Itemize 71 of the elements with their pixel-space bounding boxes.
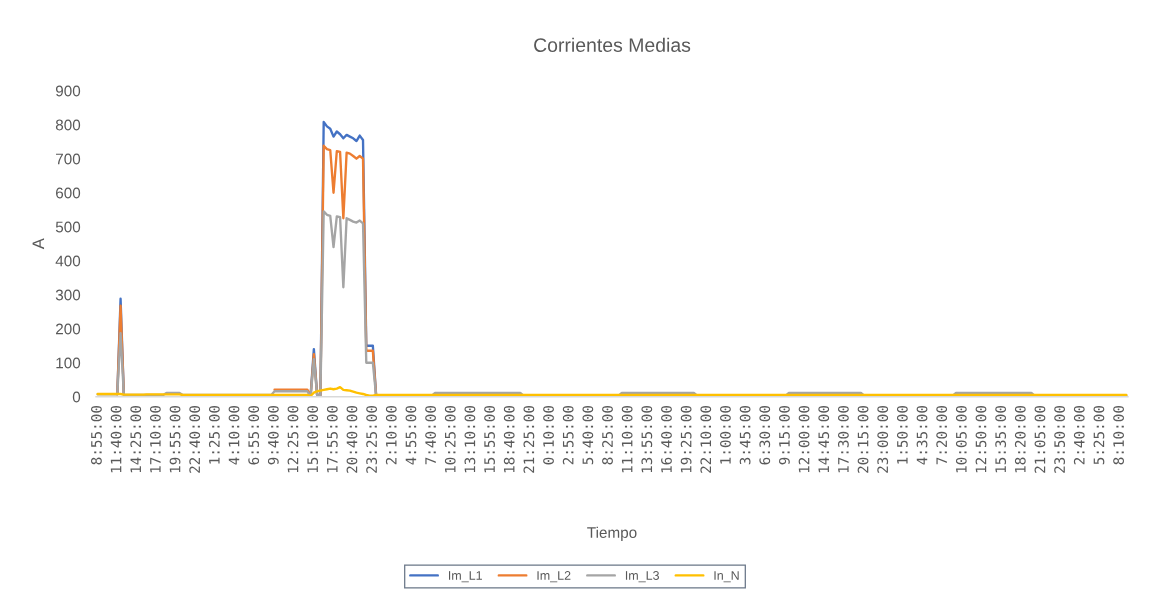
x-tick-label: 11:40:00 xyxy=(110,405,122,473)
y-tick-label: 700 xyxy=(56,153,81,165)
x-tick-label: 7:40:00 xyxy=(425,405,436,465)
x-tick-label: 18:40:00 xyxy=(503,405,515,473)
x-tick-label: 15:35:00 xyxy=(995,405,1007,473)
x-tick-label: 17:10:00 xyxy=(149,405,161,473)
x-tick-label: 4:35:00 xyxy=(916,405,928,465)
x-tick-label: 17:55:00 xyxy=(326,405,338,473)
x-tick-label: 4:55:00 xyxy=(405,405,417,465)
x-tick-label: 6:55:00 xyxy=(248,405,260,465)
x-tick-label: 22:40:00 xyxy=(189,405,201,473)
x-tick-label: 13:10:00 xyxy=(464,405,476,473)
x-tick-label: 18:20:00 xyxy=(1014,405,1026,473)
legend-label: Im_L2 xyxy=(537,571,571,583)
x-tick-label: 11:10:00 xyxy=(621,405,633,473)
x-tick-label: 8:10:00 xyxy=(1113,405,1124,465)
x-tick-label: 7:20:00 xyxy=(936,405,948,465)
x-tick-label: 5:40:00 xyxy=(582,405,594,465)
x-tick-label: 15:10:00 xyxy=(307,405,319,473)
line-series xyxy=(96,386,1128,397)
x-tick-label: 4:10:00 xyxy=(228,405,240,465)
x-tick-label: 23:00:00 xyxy=(877,405,889,473)
x-tick-label: 13:55:00 xyxy=(641,405,653,473)
x-tick-label: 21:25:00 xyxy=(523,405,535,473)
x-tick-label: 15:55:00 xyxy=(484,405,495,473)
y-axis-title: A xyxy=(32,238,45,250)
x-tick-label: 20:40:00 xyxy=(346,405,358,473)
y-tick-label: 900 xyxy=(55,85,81,97)
x-tick-label: 12:00:00 xyxy=(798,405,810,473)
y-tick-label: 600 xyxy=(56,187,81,199)
x-tick-label: 0:10:00 xyxy=(543,405,554,465)
x-tick-label: 1:50:00 xyxy=(896,405,908,464)
y-tick-label: 800 xyxy=(55,119,81,131)
x-tick-label: 19:55:00 xyxy=(169,405,181,473)
x-tick-label: 9:15:00 xyxy=(779,405,790,465)
y-tick-label: 500 xyxy=(55,221,81,233)
x-tick-label: 22:10:00 xyxy=(700,405,712,473)
x-tick-label: 12:50:00 xyxy=(975,405,987,473)
y-tick-label: 200 xyxy=(56,323,81,335)
x-tick-label: 14:45:00 xyxy=(818,405,830,473)
x-tick-label: 21:05:00 xyxy=(1034,405,1046,473)
legend-label: Im_L3 xyxy=(625,571,659,583)
y-tick-label: 100 xyxy=(56,357,81,369)
x-tick-label: 10:25:00 xyxy=(444,405,456,473)
x-tick-label: 8:25:00 xyxy=(602,405,613,465)
x-tick-label: 1:00:00 xyxy=(720,405,731,464)
x-tick-label: 1:25:00 xyxy=(208,405,220,464)
x-tick-label: 14:25:00 xyxy=(130,405,142,473)
x-tick-label: 12:25:00 xyxy=(287,405,299,473)
legend-label: In_N xyxy=(714,571,739,583)
x-tick-label: 8:55:00 xyxy=(91,405,102,465)
x-tick-label: 5:25:00 xyxy=(1093,405,1105,465)
x-axis-title: Tiempo xyxy=(587,526,637,541)
y-tick-label: 400 xyxy=(55,255,81,267)
x-tick-label: 17:30:00 xyxy=(837,405,849,473)
x-tick-label: 2:10:00 xyxy=(385,405,397,465)
x-tick-label: 23:50:00 xyxy=(1054,405,1066,473)
x-tick-label: 9:40:00 xyxy=(267,405,279,465)
y-tick-label: 300 xyxy=(55,289,81,301)
chart-title: Corrientes Medias xyxy=(534,37,691,52)
x-tick-label: 20:15:00 xyxy=(857,405,869,473)
legend-label: Im_L1 xyxy=(448,571,482,583)
x-tick-label: 2:40:00 xyxy=(1073,405,1085,465)
y-tick-label: 0 xyxy=(72,391,81,403)
x-tick-label: 3:45:00 xyxy=(739,405,751,465)
x-tick-label: 10:05:00 xyxy=(955,405,967,473)
x-tick-label: 16:40:00 xyxy=(661,405,672,473)
x-tick-label: 2:55:00 xyxy=(562,405,574,465)
x-tick-label: 23:25:00 xyxy=(366,405,378,473)
x-tick-label: 6:30:00 xyxy=(759,405,771,465)
x-tick-label: 19:25:00 xyxy=(680,405,692,473)
